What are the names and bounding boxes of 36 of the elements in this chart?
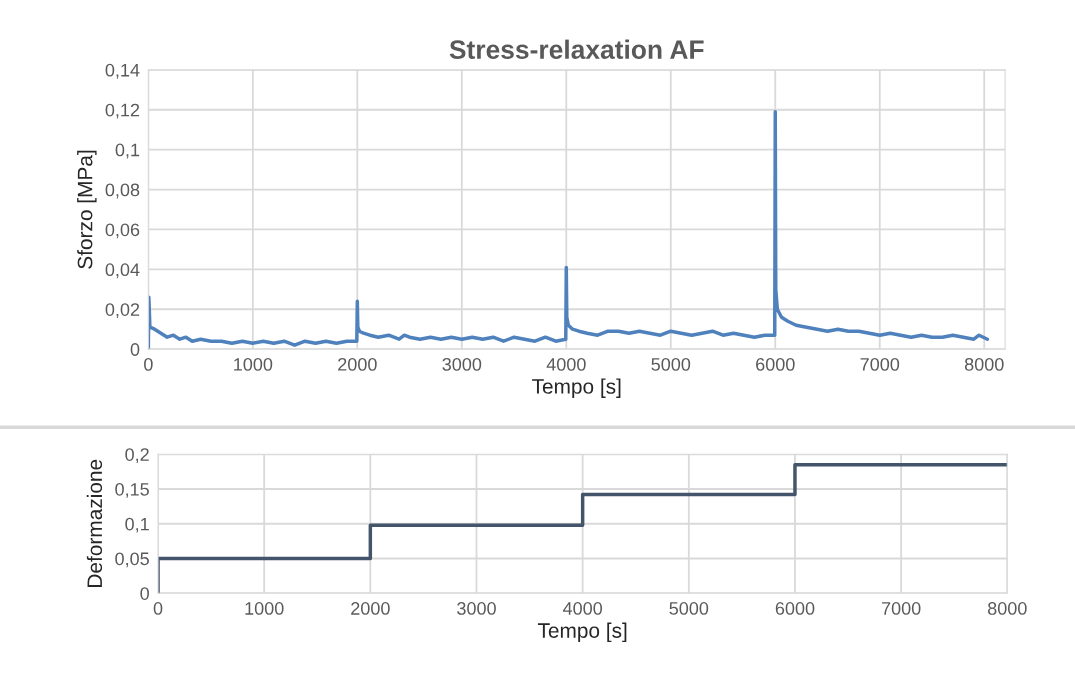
x-axis-title: Tempo [s]: [532, 378, 621, 398]
x-tick-label: 4000: [562, 602, 603, 615]
x-axis-title: Tempo [s]: [537, 622, 627, 642]
x-tick-label: 3000: [442, 357, 482, 371]
x-tick-label: 1000: [234, 357, 273, 371]
y-tick-label: 0,2: [125, 448, 149, 464]
x-tick-label: 8000: [987, 602, 1027, 615]
x-tick-label: 6000: [756, 357, 795, 371]
line-series: [148, 109, 990, 350]
x-tick-label: 2000: [351, 602, 390, 615]
y-tick-label: 0,05: [115, 552, 149, 568]
x-tick-label: 4000: [546, 357, 586, 371]
y-tick-label: 0,1: [115, 143, 140, 159]
y-tick-label: 0,15: [115, 482, 149, 498]
y-axis-title: Deformazione: [86, 459, 103, 587]
y-tick-label: 0,06: [105, 223, 140, 239]
x-tick-label: 5000: [651, 357, 691, 371]
y-tick-label: 0: [140, 587, 149, 600]
y-tick-label: 0: [130, 343, 140, 356]
x-tick-label: 8000: [964, 357, 1004, 371]
y-axis-title: Sforzo [MPa]: [77, 150, 97, 269]
y-tick-label: 0,12: [105, 103, 140, 119]
x-tick-label: 5000: [669, 602, 709, 615]
x-tick-label: 7000: [881, 602, 921, 615]
x-tick-label: 7000: [860, 357, 900, 371]
chart-title: Stress-relaxation AF: [449, 39, 704, 59]
y-tick-label: 0,08: [105, 183, 140, 199]
y-tick-label: 0,02: [105, 303, 140, 319]
x-tick-label: 2000: [338, 357, 377, 371]
x-tick-label: 3000: [457, 602, 496, 615]
y-tick-label: 0,1: [125, 517, 149, 533]
x-tick-label: 0: [153, 602, 163, 615]
y-tick-label: 0,04: [105, 263, 140, 279]
y-tick-label: 0,14: [105, 63, 140, 79]
x-tick-label: 1000: [245, 602, 284, 615]
x-tick-label: 6000: [775, 602, 815, 615]
